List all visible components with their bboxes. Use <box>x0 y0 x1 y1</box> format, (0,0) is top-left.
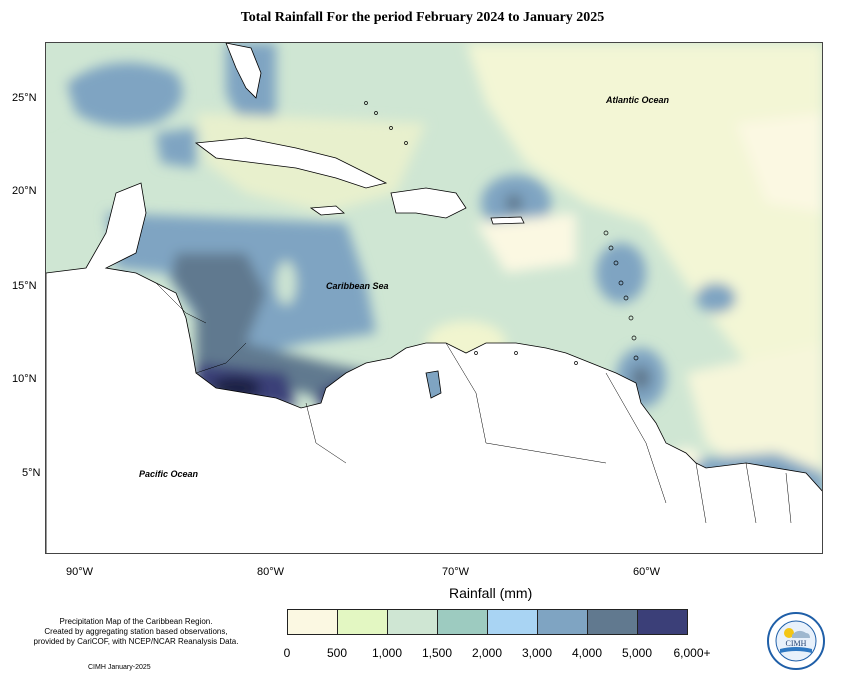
legend-box <box>638 610 687 634</box>
lon-label-60w: 60°W <box>633 566 661 578</box>
cimh-logo-icon: CIMH <box>766 611 826 671</box>
legend-box <box>338 610 388 634</box>
lon-label-90w: 90°W <box>66 566 94 578</box>
caption-line: provided by CariCOF, with NCEP/NCAR Rean… <box>33 637 239 646</box>
legend-tick: 500 <box>326 646 348 660</box>
legend-tick: 1,000 <box>371 646 403 660</box>
legend-box <box>438 610 488 634</box>
lon-label-70w: 70°W <box>442 566 470 578</box>
small-islands <box>364 101 639 365</box>
legend-box <box>538 610 588 634</box>
lat-label-5n: 5°N <box>22 467 41 479</box>
caption-line: Created by aggregating station based obs… <box>44 627 228 636</box>
caption: Precipitation Map of the Caribbean Regio… <box>16 617 256 647</box>
lon-label-80w: 80°W <box>257 566 285 578</box>
legend-tick: 2,000 <box>471 646 503 660</box>
legend-tick: 3,000 <box>521 646 553 660</box>
legend-box <box>288 610 338 634</box>
map-title: Total Rainfall For the period February 2… <box>240 10 605 25</box>
caption-line: Precipitation Map of the Caribbean Regio… <box>59 617 213 626</box>
legend-box <box>588 610 638 634</box>
rainfall-map-svg <box>46 43 822 553</box>
legend-tick: 0 <box>283 646 291 660</box>
landmass <box>46 43 822 553</box>
rainfall-map: Atlantic Ocean Caribbean Sea Pacific Oce… <box>45 42 823 554</box>
legend-tick: 1,500 <box>421 646 453 660</box>
caribbean-sea-label: Caribbean Sea <box>326 281 389 291</box>
lat-label-25n: 25°N <box>12 92 37 104</box>
credit-text: CIMH January-2025 <box>88 664 151 671</box>
lat-label-20n: 20°N <box>12 185 37 197</box>
logo-text: CIMH <box>786 639 807 648</box>
pacific-ocean-label: Pacific Ocean <box>139 469 199 479</box>
legend-box <box>488 610 538 634</box>
atlantic-ocean-label: Atlantic Ocean <box>606 95 670 105</box>
country-borders <box>155 282 792 524</box>
legend-tick: 6,000+ <box>673 646 711 660</box>
legend-box <box>388 610 438 634</box>
lat-label-15n: 15°N <box>12 280 37 292</box>
lat-label-10n: 10°N <box>12 373 37 385</box>
legend-tick: 4,000 <box>571 646 603 660</box>
legend-tick: 5,000 <box>621 646 653 660</box>
legend-title: Rainfall (mm) <box>449 585 533 601</box>
legend-colorbar <box>287 609 688 635</box>
